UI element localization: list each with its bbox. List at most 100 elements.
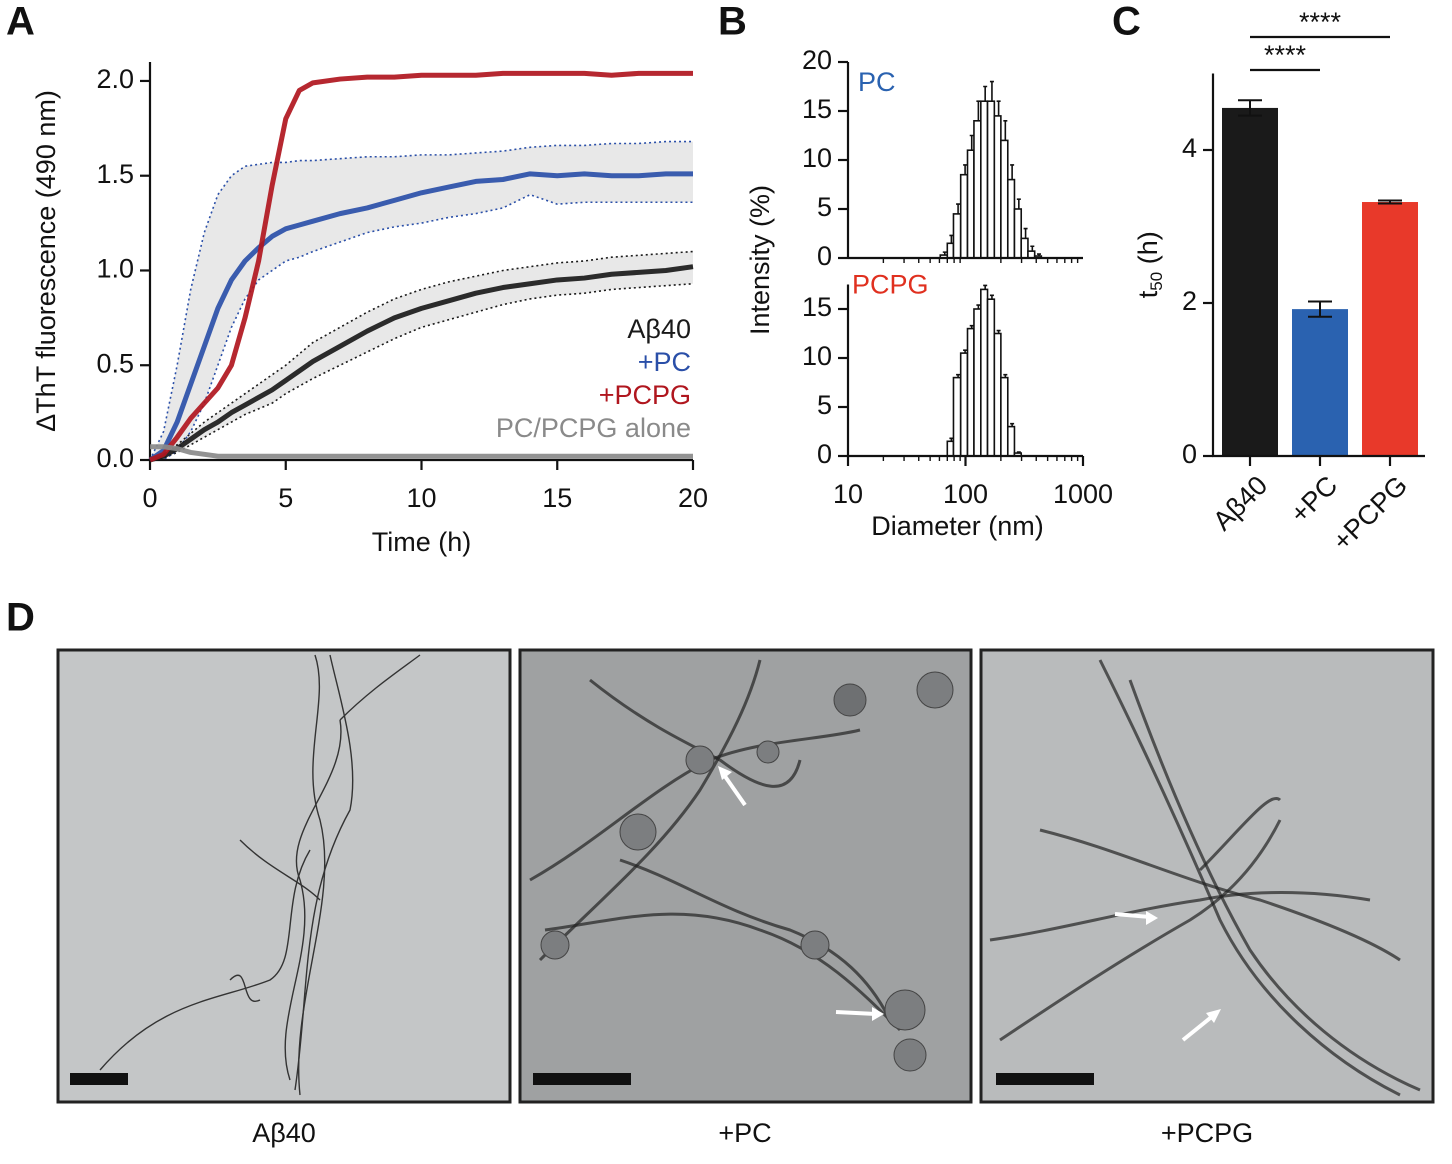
- image-label: +PCPG: [1161, 1118, 1253, 1148]
- panel-letter: D: [6, 596, 35, 640]
- error-bar: [976, 100, 981, 121]
- error-bar: [1037, 253, 1042, 257]
- significance-label: ****: [1299, 7, 1342, 37]
- micrograph: [518, 648, 973, 1104]
- hist-bar: [1000, 376, 1009, 457]
- x-tick-label: 100: [943, 479, 988, 509]
- hist-bar: [966, 327, 975, 457]
- hist-bar: [980, 100, 989, 259]
- y-tick-label: 1.5: [96, 159, 134, 189]
- error-bar: [963, 349, 968, 354]
- error-bar: [1378, 199, 1402, 205]
- series-label: PC: [858, 67, 896, 97]
- error-band: [150, 141, 693, 460]
- y-tick-label: 5: [817, 390, 832, 420]
- x-tick-label: +PC: [1284, 470, 1343, 529]
- band-edge: [149, 282, 694, 461]
- y-tick-label: 5: [817, 192, 832, 222]
- panel-letter: B: [718, 0, 747, 44]
- error-bar: [996, 329, 1001, 334]
- y-tick-label: 15: [802, 94, 832, 124]
- y-tick-label: 2.0: [96, 64, 134, 94]
- y-tick-label: 1.0: [96, 254, 134, 284]
- data-line: [149, 264, 694, 463]
- hist-bar: [973, 308, 982, 457]
- panel-letter: C: [1112, 0, 1141, 44]
- x-tick-label: +PCPG: [1327, 470, 1413, 556]
- y-tick-label: 0.5: [96, 348, 134, 378]
- x-tick-label: 20: [678, 483, 708, 513]
- error-bar: [956, 203, 961, 214]
- error-bar: [1016, 451, 1021, 454]
- error-bar: [996, 100, 1001, 116]
- x-axis-label: Time (h): [372, 527, 472, 557]
- hist-bar: [973, 120, 982, 259]
- image-label: +PC: [718, 1118, 771, 1148]
- hist-bar: [946, 242, 955, 259]
- legend-entry: PC/PCPG alone: [496, 413, 691, 443]
- legend-entry: +PC: [638, 347, 691, 377]
- error-bar: [1308, 300, 1332, 318]
- error-bar: [956, 373, 961, 378]
- y-tick-label: 10: [802, 341, 832, 371]
- legend-entry: +PCPG: [599, 380, 691, 410]
- error-bar: [983, 85, 988, 102]
- error-bar: [1010, 422, 1015, 427]
- micrograph: [56, 648, 512, 1104]
- x-tick-label: Aβ40: [1207, 470, 1273, 536]
- error-bar: [942, 251, 947, 256]
- panel-letter: A: [6, 0, 35, 44]
- hist-bar: [980, 288, 989, 457]
- hist-bar: [959, 173, 969, 259]
- hist-bar: [1013, 208, 1023, 259]
- bar: [1222, 107, 1278, 457]
- y-tick-label: 2: [1182, 286, 1197, 316]
- y-tick-label: 0.0: [96, 443, 134, 473]
- error-bar: [983, 284, 988, 290]
- x-tick-label: 5: [278, 483, 293, 513]
- data-line: [150, 444, 693, 459]
- significance-label: ****: [1264, 40, 1307, 70]
- hist-bar: [1000, 139, 1009, 259]
- y-axis-label-part: t: [1133, 290, 1163, 298]
- x-axis-label: Diameter (nm): [871, 511, 1044, 541]
- error-bar: [963, 164, 968, 175]
- hist-bar: [966, 149, 975, 259]
- hist-bar: [1006, 425, 1016, 457]
- x-tick-label: 15: [542, 483, 572, 513]
- bar: [1362, 202, 1418, 456]
- y-axis-label: Intensity (%): [745, 185, 775, 335]
- x-tick-label: 1000: [1053, 479, 1113, 509]
- y-tick-label: 0: [817, 241, 832, 271]
- y-tick-label: 4: [1182, 133, 1197, 163]
- x-tick-label: 10: [406, 483, 436, 513]
- hist-bar: [986, 298, 996, 457]
- hist-bar: [952, 376, 962, 457]
- error-bar: [969, 324, 974, 329]
- data-line: [149, 70, 693, 463]
- error-bar: [1023, 227, 1028, 239]
- y-tick-label: 0: [817, 439, 832, 469]
- image-label: Aβ40: [252, 1118, 316, 1148]
- hist-bar: [1006, 178, 1016, 259]
- x-tick-label: 10: [833, 479, 863, 509]
- bar: [1292, 309, 1348, 456]
- error-bar: [989, 80, 994, 102]
- hist-bar: [986, 100, 996, 259]
- error-bar: [1010, 164, 1015, 180]
- hist-bar: [993, 332, 1002, 457]
- hist-bar: [1020, 237, 1029, 259]
- band-edge: [149, 140, 693, 461]
- y-tick-label: 0: [1182, 439, 1197, 469]
- error-bar: [989, 294, 994, 300]
- y-tick-label: 10: [802, 143, 832, 173]
- error-bar: [1003, 120, 1008, 141]
- legend-entry: Aβ40: [627, 314, 691, 344]
- error-bar: [1003, 373, 1008, 378]
- error-bar: [1016, 198, 1021, 209]
- micrograph: [979, 648, 1435, 1104]
- x-tick-label: 0: [142, 483, 157, 513]
- error-bar: [1030, 245, 1035, 252]
- y-axis-label: t50 (h): [1133, 231, 1166, 298]
